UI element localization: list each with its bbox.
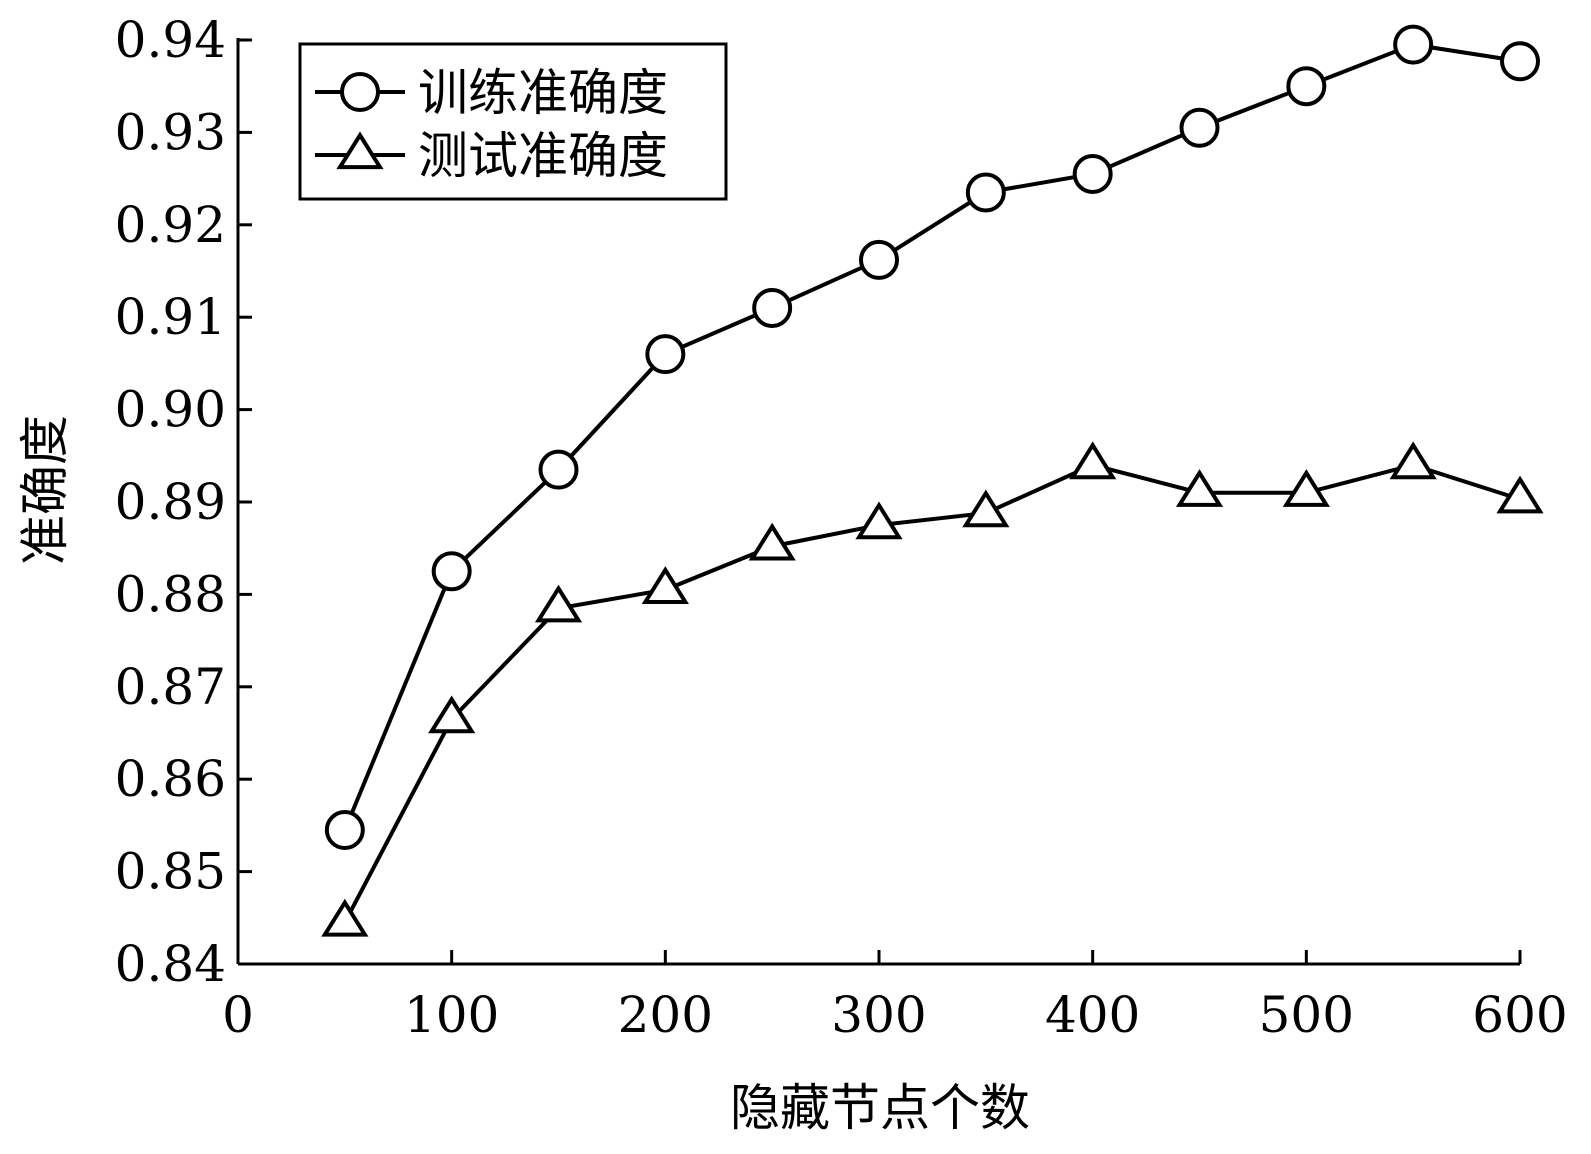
- triangle-marker: [534, 584, 583, 623]
- y-tick-label: 0.94: [115, 11, 226, 69]
- series-line: [343, 462, 1521, 924]
- circle-marker: [1179, 107, 1220, 148]
- y-axis-title: 准确度: [16, 415, 74, 565]
- series-group: [321, 24, 1544, 937]
- x-tick-label: 500: [1259, 986, 1354, 1044]
- triangle-marker: [641, 566, 689, 604]
- circle-marker: [1393, 24, 1434, 65]
- triangle-marker: [748, 522, 796, 561]
- x-tick-label: 600: [1472, 986, 1567, 1044]
- legend-box: [298, 42, 728, 201]
- circle-marker: [324, 810, 365, 851]
- triangle-marker: [1496, 475, 1544, 514]
- y-tick-label: 0.93: [115, 103, 226, 161]
- triangle-marker: [1069, 441, 1117, 480]
- y-tick-label: 0.89: [115, 473, 226, 531]
- y-tick-label: 0.86: [115, 750, 226, 808]
- circle-marker: [645, 334, 686, 375]
- triangle-marker: [962, 489, 1010, 528]
- triangle-marker: [855, 501, 903, 540]
- tick-marks: 0.84 0.85 0.86 0.87 0.88 0.89 0.90 0.91 0.92 0.93…: [115, 11, 1568, 1044]
- legend-triangle-marker: [336, 131, 384, 170]
- circle-marker: [752, 287, 793, 328]
- series-1: [324, 24, 1540, 851]
- triangle-marker: [428, 695, 476, 734]
- x-tick-label: 0: [222, 986, 254, 1044]
- y-tick-label: 0.91: [115, 288, 226, 346]
- x-tick-label: 200: [618, 986, 713, 1044]
- circle-marker: [1072, 153, 1113, 194]
- legend-label: 测试准确度: [418, 127, 668, 185]
- triangle-marker: [321, 898, 369, 937]
- circle-marker: [431, 551, 472, 592]
- triangle-marker: [1282, 469, 1330, 507]
- triangle-marker: [1389, 441, 1437, 480]
- circle-marker: [538, 449, 579, 490]
- y-tick-label: 0.88: [115, 565, 226, 623]
- x-tick-label: 400: [1045, 986, 1140, 1044]
- y-tick-label: 0.85: [115, 843, 226, 901]
- y-tick-label: 0.84: [115, 935, 226, 993]
- y-tick-label: 0.92: [115, 196, 226, 254]
- circle-marker: [965, 172, 1006, 213]
- legend-entry-1: 训练准确度: [315, 64, 668, 122]
- y-tick-label: 0.90: [115, 381, 226, 439]
- y-tick-label: 0.87: [115, 658, 226, 716]
- circle-marker: [859, 239, 899, 280]
- circle-marker: [1286, 66, 1327, 107]
- legend-circle-marker: [340, 72, 380, 112]
- x-axis-title: 隐藏节点个数: [730, 1079, 1030, 1137]
- triangle-marker: [1175, 469, 1224, 507]
- circle-marker: [1500, 41, 1540, 82]
- x-tick-label: 100: [404, 986, 499, 1044]
- legend-entry-2: 测试准确度: [315, 127, 668, 185]
- legend-label: 训练准确度: [418, 64, 668, 122]
- series-2: [321, 441, 1544, 937]
- x-tick-label: 300: [831, 986, 926, 1044]
